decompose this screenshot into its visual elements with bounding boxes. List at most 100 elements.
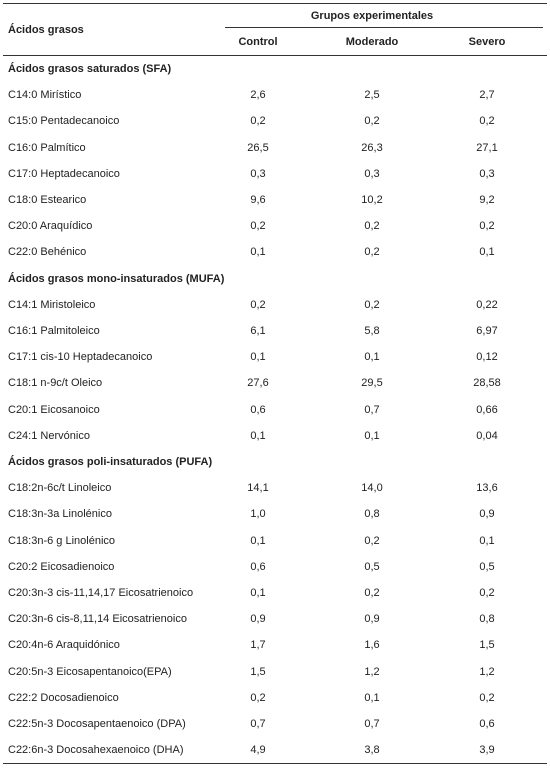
cell-value: 0,2	[250, 220, 266, 233]
cell-value: 1,7	[250, 639, 266, 652]
cell-value: 0,9	[364, 613, 380, 626]
row-label: C22:5n-3 Docosapentaenoico (DPA)	[8, 718, 186, 730]
row-label: C18:0 Estearico	[8, 194, 87, 206]
cell-value: 10,2	[361, 194, 383, 206]
cell-value: 26,3	[361, 141, 383, 154]
cell-value: 0,7	[250, 718, 266, 730]
cell-value: 2,7	[479, 89, 495, 102]
cell-value: 0,6	[479, 718, 495, 730]
cell-value: 28,58	[473, 377, 501, 390]
row-label: C20:2 Eicosadienoico	[8, 560, 115, 573]
row-label: C18:3n-6 g Linolénico	[8, 534, 116, 547]
cell-value: 14,0	[361, 482, 383, 495]
label-column-header: Ácidos grasos	[8, 24, 84, 36]
cell-value: 9,6	[250, 194, 266, 206]
row-label: C20:5n-3 Eicosapentanoico(EPA)	[8, 665, 172, 678]
header-rule	[3, 55, 547, 56]
row-label: C22:2 Docosadienoico	[8, 691, 119, 704]
cell-value: 0,3	[364, 167, 380, 180]
row-label: C16:0 Palmítico	[8, 141, 86, 154]
cell-value: 26,5	[247, 141, 269, 154]
cell-value: 3,8	[364, 744, 380, 757]
row-label: C18:2n-6c/t Linoleico	[8, 482, 112, 495]
row-label: C14:0 Mirístico	[8, 89, 82, 102]
cell-value: 0,5	[364, 560, 380, 573]
cell-value: 0,2	[364, 587, 380, 599]
cell-value: 6,1	[250, 325, 266, 337]
cell-value: 0,2	[479, 587, 495, 599]
cell-value: 0,6	[250, 403, 266, 416]
cell-value: 1,0	[250, 508, 266, 521]
cell-value: 5,8	[364, 325, 380, 337]
column-header: Severo	[468, 36, 506, 48]
cell-value: 0,1	[364, 351, 380, 364]
cell-value: 0,2	[250, 691, 266, 704]
cell-value: 0,9	[479, 508, 495, 521]
cell-value: 1,5	[479, 639, 495, 652]
row-label: C20:0 Araquídico	[8, 220, 93, 233]
cell-value: 1,2	[479, 665, 495, 678]
cell-value: 4,9	[250, 744, 266, 757]
row-label: C20:3n-6 cis-8,11,14 Eicosatrienoico	[8, 613, 187, 626]
section-title: Ácidos grasos mono-insaturados (MUFA)	[8, 272, 225, 285]
column-header: Control	[238, 36, 278, 48]
cell-value: 1,6	[364, 639, 380, 652]
cell-value: 0,2	[250, 298, 266, 311]
cell-value: 0,7	[364, 403, 380, 416]
cell-value: 0,22	[476, 298, 498, 311]
cell-value: 0,1	[479, 246, 495, 259]
cell-value: 0,12	[476, 351, 498, 364]
cell-value: 0,6	[250, 560, 266, 573]
row-label: C16:1 Palmitoleico	[8, 325, 100, 337]
cell-value: 0,1	[479, 534, 495, 547]
cell-value: 14,1	[247, 482, 269, 495]
row-label: C24:1 Nervónico	[8, 429, 90, 442]
cell-value: 13,6	[476, 482, 498, 495]
cell-value: 2,6	[250, 89, 266, 102]
cell-value: 1,5	[250, 665, 266, 678]
cell-value: 0,2	[364, 534, 380, 547]
cell-value: 0,7	[364, 718, 380, 730]
row-label: C20:3n-3 cis-11,14,17 Eicosatrienoico	[8, 587, 194, 599]
cell-value: 9,2	[479, 194, 495, 206]
cell-value: 0,2	[479, 115, 495, 128]
row-label: C20:4n-6 Araquidónico	[8, 639, 120, 652]
row-label: C17:0 Heptadecanoico	[8, 167, 120, 180]
bottom-rule	[3, 763, 547, 764]
row-label: C22:6n-3 Docosahexaenoico (DHA)	[8, 744, 184, 757]
section-title: Ácidos grasos poli-insaturados (PUFA)	[8, 456, 213, 468]
cell-value: 29,5	[361, 377, 383, 390]
row-label: C18:1 n-9c/t Oleico	[8, 377, 103, 390]
row-label: C17:1 cis-10 Heptadecanoico	[8, 351, 153, 364]
cell-value: 0,2	[364, 298, 380, 311]
cell-value: 0,66	[476, 403, 498, 416]
cell-value: 0,1	[364, 429, 380, 442]
cell-value: 0,1	[250, 429, 266, 442]
section-title: Ácidos grasos saturados (SFA)	[8, 63, 172, 75]
cell-value: 0,8	[479, 613, 495, 626]
row-label: C15:0 Pentadecanoico	[8, 115, 120, 128]
cell-value: 0,2	[479, 220, 495, 233]
row-label: C14:1 Miristoleico	[8, 298, 96, 311]
cell-value: 0,2	[250, 115, 266, 128]
cell-value: 27,1	[476, 141, 498, 154]
cell-value: 0,1	[364, 691, 380, 704]
cell-value: 0,9	[250, 613, 266, 626]
cell-value: 0,2	[479, 691, 495, 704]
cell-value: 6,97	[476, 325, 498, 337]
cell-value: 1,2	[364, 665, 380, 678]
row-label: C20:1 Eicosanoico	[8, 403, 100, 416]
row-label: C18:3n-3a Linolénico	[8, 508, 112, 521]
group-title: Grupos experimentales	[310, 10, 434, 22]
cell-value: 0,8	[364, 508, 380, 521]
group-rule	[225, 27, 543, 28]
column-header: Moderado	[345, 36, 399, 48]
cell-value: 0,3	[479, 167, 495, 180]
cell-value: 0,04	[476, 429, 498, 442]
row-label: C22:0 Behénico	[8, 246, 87, 259]
cell-value: 0,5	[479, 560, 495, 573]
cell-value: 0,2	[364, 246, 380, 259]
cell-value: 0,2	[364, 115, 380, 128]
cell-value: 0,1	[250, 351, 266, 364]
